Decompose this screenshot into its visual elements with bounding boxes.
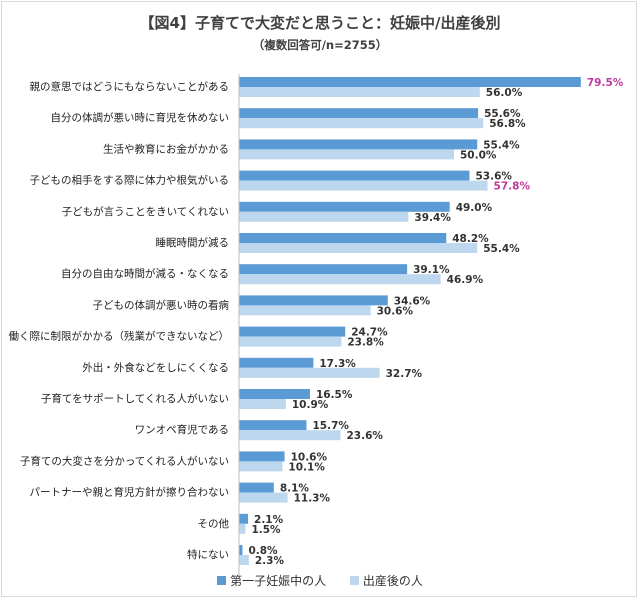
bar-series-2: [239, 336, 342, 347]
category-label: 子どもが言うことをきいてくれない: [62, 205, 229, 218]
bar-series-1: [239, 139, 478, 150]
bar-series-2: [239, 461, 283, 472]
data-label-series-2: 32.7%: [386, 368, 423, 380]
category-label: パートナーや親と育児方針が擦り合わない: [30, 486, 230, 499]
data-label-series-2: 23.8%: [347, 337, 384, 349]
data-label-series-1: 2.1%: [254, 514, 284, 526]
category-label: その他: [198, 517, 230, 530]
bar-series-2: [239, 243, 478, 253]
data-label-series-2: 1.5%: [251, 524, 281, 536]
data-label-series-1: 16.5%: [316, 389, 353, 401]
bar-series-2: [239, 118, 484, 129]
data-label-series-1: 53.6%: [475, 171, 512, 183]
chart-title: 【図4】子育てで大変だと思うこと：妊娠中/出産後別: [139, 14, 501, 32]
data-label-series-2: 56.0%: [486, 87, 523, 99]
bar-series-1: [239, 201, 450, 212]
bar-series-1: [239, 389, 310, 399]
bar-series-2: [239, 430, 341, 441]
bar-series-2: [239, 149, 454, 160]
data-label-series-1: 55.6%: [484, 108, 521, 120]
bar-series-2: [239, 211, 409, 222]
category-label: 子どもの体調が悪い時の看病: [93, 298, 230, 311]
category-label: 働く際に制限がかかる（残業ができないなど）: [9, 330, 230, 343]
chart-legend: 第一子妊娠中の人 出産後の人: [0, 572, 640, 589]
bar-series-1: [239, 264, 408, 275]
data-label-series-2: 57.8%: [494, 181, 531, 193]
data-label-series-2: 46.9%: [447, 274, 484, 286]
data-label-series-2: 50.0%: [460, 149, 497, 161]
category-label: 子育てをサポートしてくれる人がいない: [41, 392, 229, 405]
category-label: 子育ての大変さを分かってくれる人がいない: [20, 454, 229, 467]
data-label-series-1: 8.1%: [280, 483, 310, 495]
category-label: 自分の自由な時間が減る・なくなる: [61, 267, 229, 280]
bar-series-1: [239, 357, 314, 368]
bar-series-2: [239, 180, 488, 191]
bar-series-1: [239, 326, 346, 337]
legend-label-series-2: 出産後の人: [362, 574, 423, 588]
data-label-series-2: 39.4%: [414, 212, 451, 224]
bar-series-1: [239, 170, 470, 181]
data-label-series-2: 2.3%: [255, 555, 285, 567]
data-label-series-1: 0.8%: [248, 545, 278, 557]
legend-item-series-2: 出産後の人: [349, 572, 423, 589]
bar-series-2: [239, 87, 480, 97]
data-label-series-1: 48.2%: [452, 233, 489, 245]
bar-series-1: [239, 545, 243, 555]
legend-label-series-1: 第一子妊娠中の人: [230, 574, 327, 588]
data-label-series-2: 55.4%: [483, 243, 520, 255]
bar-series-1: [239, 420, 307, 431]
bar-series-2: [239, 555, 249, 565]
data-label-series-2: 30.6%: [377, 305, 414, 317]
data-label-series-1: 55.4%: [483, 139, 520, 151]
bar-series-2: [239, 523, 246, 534]
category-label: 外出・外食などをしにくくなる: [82, 361, 229, 374]
data-label-series-1: 49.0%: [456, 202, 493, 214]
bar-series-1: [239, 482, 274, 493]
data-label-series-1: 10.6%: [291, 451, 328, 463]
category-label: 生活や教育にお金がかかる: [103, 142, 229, 155]
data-label-series-1: 34.6%: [394, 295, 431, 307]
data-label-series-2: 56.8%: [489, 118, 526, 130]
data-label-series-1: 39.1%: [413, 264, 450, 276]
bar-series-1: [239, 108, 479, 119]
data-label-series-2: 10.9%: [292, 399, 329, 411]
bar-series-1: [239, 513, 249, 524]
legend-item-series-1: 第一子妊娠中の人: [217, 572, 326, 589]
category-label: 子どもの相手をする際に体力や根気がいる: [30, 174, 230, 187]
data-label-series-1: 24.7%: [351, 327, 388, 339]
category-label: 自分の体調が悪い時に育児を休めない: [51, 111, 230, 124]
data-label-series-1: 17.3%: [319, 358, 356, 370]
data-label-series-2: 23.6%: [346, 430, 383, 442]
data-label-series-1: 79.5%: [587, 77, 624, 89]
chart-subtitle: （複数回答可/n=2755）: [252, 38, 388, 52]
category-label: 睡眠時間が減る: [156, 236, 230, 249]
bar-series-2: [239, 492, 288, 503]
data-label-series-2: 10.1%: [288, 461, 325, 473]
bar-series-1: [239, 451, 285, 462]
bar-series-2: [239, 274, 441, 285]
legend-swatch-series-1: [217, 576, 227, 585]
data-label-series-1: 15.7%: [313, 420, 350, 432]
bar-series-1: [239, 233, 447, 243]
category-label: ワンオペ育児である: [135, 423, 229, 436]
bar-series-2: [239, 399, 286, 409]
data-label-series-2: 11.3%: [294, 493, 331, 505]
bar-series-2: [239, 305, 371, 316]
category-label: 特にない: [187, 549, 229, 561]
bar-series-1: [239, 77, 581, 87]
bar-series-1: [239, 295, 388, 306]
bar-series-2: [239, 367, 380, 378]
legend-swatch-series-2: [349, 576, 359, 585]
category-label: 親の意思ではどうにもならないことがある: [30, 80, 230, 93]
